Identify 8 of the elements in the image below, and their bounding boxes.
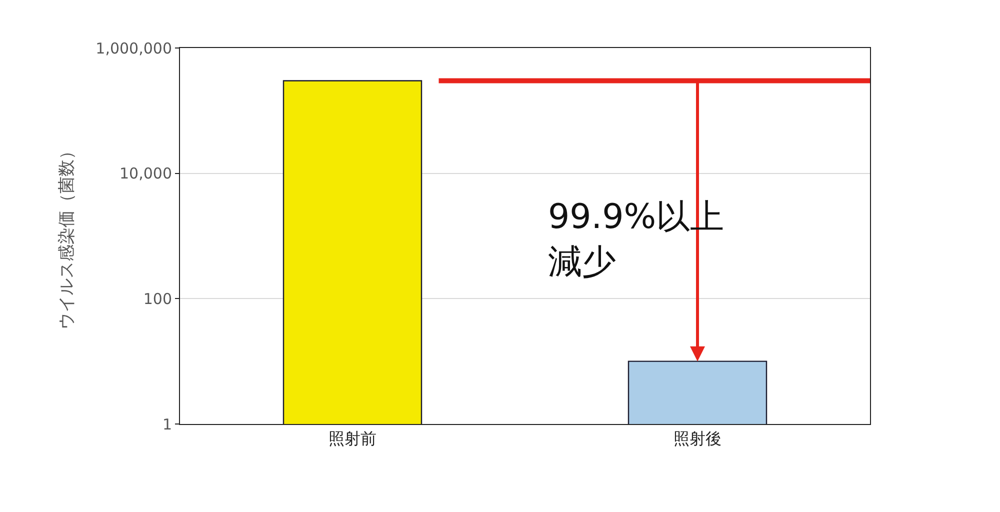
y-tick-label: 1,000,000 bbox=[96, 39, 172, 58]
x-tick-label: 照射後 bbox=[674, 429, 722, 448]
y-axis-title: ウイルス感染価（菌数） bbox=[57, 142, 78, 330]
y-tick-label: 100 bbox=[143, 290, 172, 308]
x-tick-label: 照射前 bbox=[328, 429, 376, 448]
y-tick-label: 1 bbox=[162, 415, 172, 434]
annotation: 減少 bbox=[548, 242, 616, 282]
y-tick-label: 10,000 bbox=[120, 164, 172, 183]
